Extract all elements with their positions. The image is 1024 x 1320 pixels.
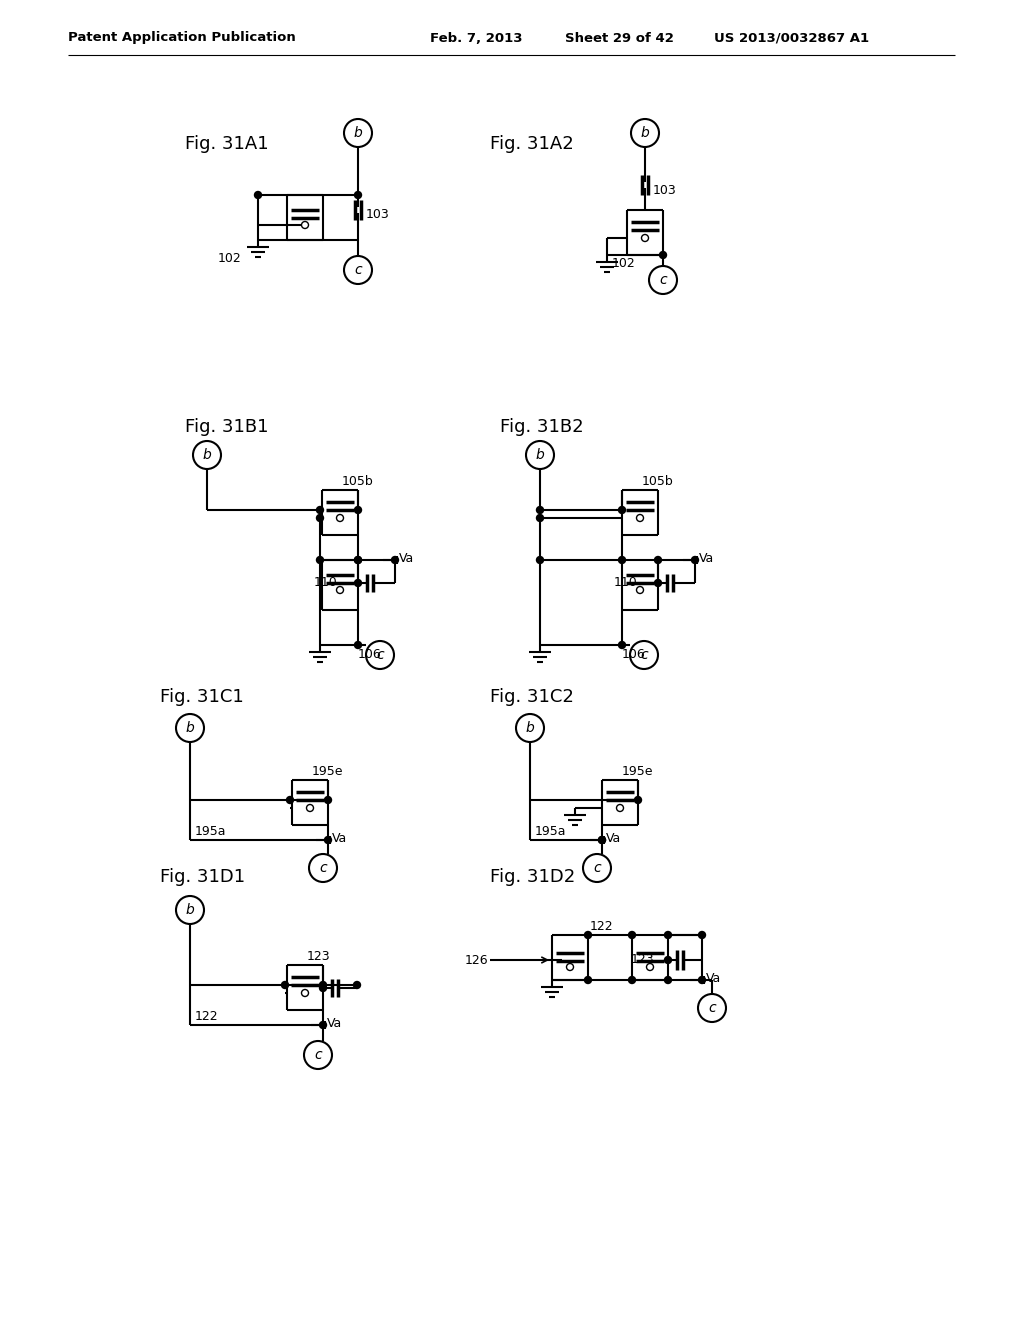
Text: 102: 102 bbox=[218, 252, 242, 265]
Circle shape bbox=[316, 515, 324, 521]
Text: 103: 103 bbox=[653, 183, 677, 197]
Text: 195a: 195a bbox=[195, 825, 226, 838]
Text: US 2013/0032867 A1: US 2013/0032867 A1 bbox=[714, 32, 869, 45]
Text: b: b bbox=[203, 447, 211, 462]
Text: Fig. 31A2: Fig. 31A2 bbox=[490, 135, 573, 153]
Text: Fig. 31D1: Fig. 31D1 bbox=[160, 869, 245, 886]
Text: 106: 106 bbox=[622, 648, 646, 661]
Text: Patent Application Publication: Patent Application Publication bbox=[68, 32, 296, 45]
Text: 110: 110 bbox=[313, 577, 337, 590]
Text: 105b: 105b bbox=[342, 475, 374, 488]
Circle shape bbox=[316, 557, 324, 564]
Text: 123: 123 bbox=[307, 950, 331, 964]
Text: c: c bbox=[640, 648, 648, 663]
Text: 106: 106 bbox=[358, 648, 382, 661]
Circle shape bbox=[316, 507, 324, 513]
Circle shape bbox=[537, 557, 544, 564]
Circle shape bbox=[353, 982, 360, 989]
Circle shape bbox=[354, 579, 361, 586]
Text: c: c bbox=[593, 861, 601, 875]
Circle shape bbox=[698, 932, 706, 939]
Text: Va: Va bbox=[606, 832, 622, 845]
Circle shape bbox=[698, 977, 706, 983]
Circle shape bbox=[629, 977, 636, 983]
Text: Fig. 31B2: Fig. 31B2 bbox=[500, 418, 584, 436]
Text: c: c bbox=[354, 263, 361, 277]
Text: Va: Va bbox=[699, 552, 715, 565]
Circle shape bbox=[282, 982, 289, 989]
Text: c: c bbox=[659, 273, 667, 286]
Text: 123: 123 bbox=[630, 953, 653, 966]
Circle shape bbox=[354, 557, 361, 564]
Text: Fig. 31C2: Fig. 31C2 bbox=[490, 688, 573, 706]
Text: 103: 103 bbox=[366, 209, 390, 222]
Circle shape bbox=[354, 557, 361, 564]
Circle shape bbox=[537, 507, 544, 513]
Text: c: c bbox=[709, 1001, 716, 1015]
Text: 122: 122 bbox=[590, 920, 613, 933]
Text: Va: Va bbox=[332, 832, 347, 845]
Text: 126: 126 bbox=[464, 953, 488, 966]
Circle shape bbox=[325, 837, 332, 843]
Text: c: c bbox=[314, 1048, 322, 1063]
Text: Va: Va bbox=[399, 552, 415, 565]
Text: b: b bbox=[641, 125, 649, 140]
Circle shape bbox=[691, 557, 698, 564]
Text: b: b bbox=[185, 721, 195, 735]
Circle shape bbox=[598, 837, 605, 843]
Circle shape bbox=[391, 557, 398, 564]
Text: Sheet 29 of 42: Sheet 29 of 42 bbox=[565, 32, 674, 45]
Circle shape bbox=[255, 191, 261, 198]
Text: 105b: 105b bbox=[642, 475, 674, 488]
Circle shape bbox=[635, 796, 641, 804]
Circle shape bbox=[629, 932, 636, 939]
Circle shape bbox=[585, 977, 592, 983]
Text: Va: Va bbox=[706, 972, 721, 985]
Text: 195e: 195e bbox=[312, 766, 343, 777]
Text: 122: 122 bbox=[195, 1010, 219, 1023]
Text: b: b bbox=[353, 125, 362, 140]
Circle shape bbox=[319, 985, 327, 991]
Circle shape bbox=[319, 1022, 327, 1028]
Circle shape bbox=[618, 642, 626, 648]
Circle shape bbox=[325, 796, 332, 804]
Circle shape bbox=[585, 932, 592, 939]
Text: Fig. 31A1: Fig. 31A1 bbox=[185, 135, 268, 153]
Text: c: c bbox=[319, 861, 327, 875]
Text: Va: Va bbox=[327, 1016, 342, 1030]
Circle shape bbox=[354, 191, 361, 198]
Circle shape bbox=[665, 977, 672, 983]
Circle shape bbox=[319, 982, 327, 989]
Text: Feb. 7, 2013: Feb. 7, 2013 bbox=[430, 32, 522, 45]
Text: b: b bbox=[525, 721, 535, 735]
Circle shape bbox=[665, 932, 672, 939]
Circle shape bbox=[598, 837, 605, 843]
Text: 110: 110 bbox=[613, 577, 637, 590]
Circle shape bbox=[654, 557, 662, 564]
Circle shape bbox=[665, 957, 672, 964]
Circle shape bbox=[354, 507, 361, 513]
Circle shape bbox=[287, 796, 294, 804]
Circle shape bbox=[659, 252, 667, 259]
Circle shape bbox=[654, 579, 662, 586]
Text: 102: 102 bbox=[612, 257, 636, 271]
Text: 195a: 195a bbox=[535, 825, 566, 838]
Circle shape bbox=[354, 642, 361, 648]
Text: b: b bbox=[536, 447, 545, 462]
Circle shape bbox=[618, 557, 626, 564]
Text: 195e: 195e bbox=[622, 766, 653, 777]
Text: c: c bbox=[376, 648, 384, 663]
Text: Fig. 31D2: Fig. 31D2 bbox=[490, 869, 575, 886]
Text: Fig. 31C1: Fig. 31C1 bbox=[160, 688, 244, 706]
Text: Fig. 31B1: Fig. 31B1 bbox=[185, 418, 268, 436]
Circle shape bbox=[618, 507, 626, 513]
Circle shape bbox=[537, 515, 544, 521]
Text: b: b bbox=[185, 903, 195, 917]
